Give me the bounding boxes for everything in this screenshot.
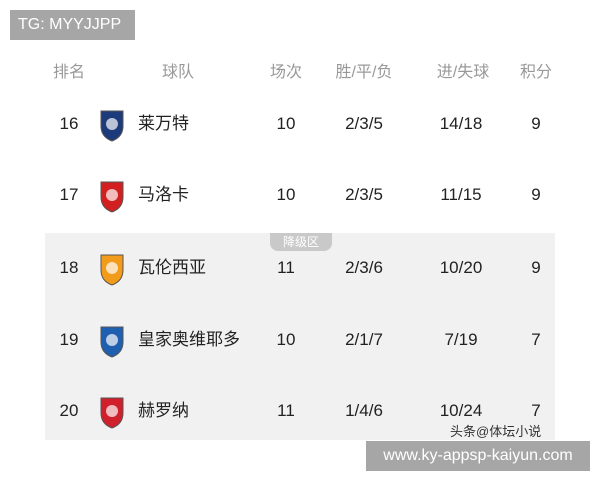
team-name[interactable]: 皇家奥维耶多 — [138, 330, 240, 349]
played: 10 — [276, 185, 296, 204]
team-name[interactable]: 赫罗纳 — [138, 401, 189, 420]
points: 9 — [531, 114, 541, 133]
relegation-zone-label: 降级区 — [270, 233, 332, 251]
played: 10 — [276, 114, 296, 133]
header-rank[interactable]: 排名 — [52, 64, 86, 81]
wdl: 1/4/6 — [345, 401, 383, 420]
watermark-tag: TG: MYYJJPP — [10, 10, 135, 40]
points: 9 — [531, 185, 541, 204]
table-row[interactable]: 20 赫罗纳 11 1/4/6 10/24 7 — [0, 393, 600, 433]
wdl: 2/3/5 — [345, 185, 383, 204]
wdl: 2/3/5 — [345, 114, 383, 133]
source-label: 头条@体坛小说 — [450, 424, 542, 439]
table-row[interactable]: 18 瓦伦西亚 11 2/3/6 10/20 9 — [0, 250, 600, 290]
points: 7 — [531, 330, 541, 349]
team-logo-icon — [100, 397, 124, 429]
played: 10 — [276, 330, 296, 349]
relegation-zone — [45, 233, 555, 440]
team-name[interactable]: 马洛卡 — [138, 185, 189, 204]
watermark-url: www.ky-appsp-kaiyun.com — [366, 441, 590, 471]
goals: 10/24 — [439, 401, 483, 420]
points: 9 — [531, 258, 541, 277]
played: 11 — [277, 401, 295, 420]
team-logo-icon — [100, 181, 124, 213]
played: 11 — [277, 258, 295, 277]
goals: 10/20 — [439, 258, 483, 277]
team-logo-icon — [100, 110, 124, 142]
table-row[interactable]: 17 马洛卡 10 2/3/5 11/15 9 — [0, 177, 600, 217]
points: 7 — [531, 401, 541, 420]
header-wdl[interactable]: 胜/平/负 — [335, 64, 393, 81]
goals: 14/18 — [439, 114, 483, 133]
header-points[interactable]: 积分 — [519, 64, 553, 81]
team-name[interactable]: 瓦伦西亚 — [138, 258, 206, 277]
header-goals[interactable]: 进/失球 — [436, 64, 490, 81]
table-row[interactable]: 16 莱万特 10 2/3/5 14/18 9 — [0, 106, 600, 146]
team-logo-icon — [100, 254, 124, 286]
team-name[interactable]: 莱万特 — [138, 114, 189, 133]
rank: 18 — [59, 258, 79, 277]
team-logo-icon — [100, 326, 124, 358]
goals: 11/15 — [440, 185, 482, 204]
rank: 19 — [59, 330, 79, 349]
rank: 16 — [59, 114, 79, 133]
wdl: 2/3/6 — [345, 258, 383, 277]
rank: 17 — [59, 185, 79, 204]
header-team[interactable]: 球队 — [161, 64, 195, 81]
wdl: 2/1/7 — [345, 330, 383, 349]
header-played[interactable]: 场次 — [269, 64, 303, 81]
rank: 20 — [59, 401, 79, 420]
goals: 7/19 — [444, 330, 478, 349]
table-row[interactable]: 19 皇家奥维耶多 10 2/1/7 7/19 7 — [0, 322, 600, 362]
